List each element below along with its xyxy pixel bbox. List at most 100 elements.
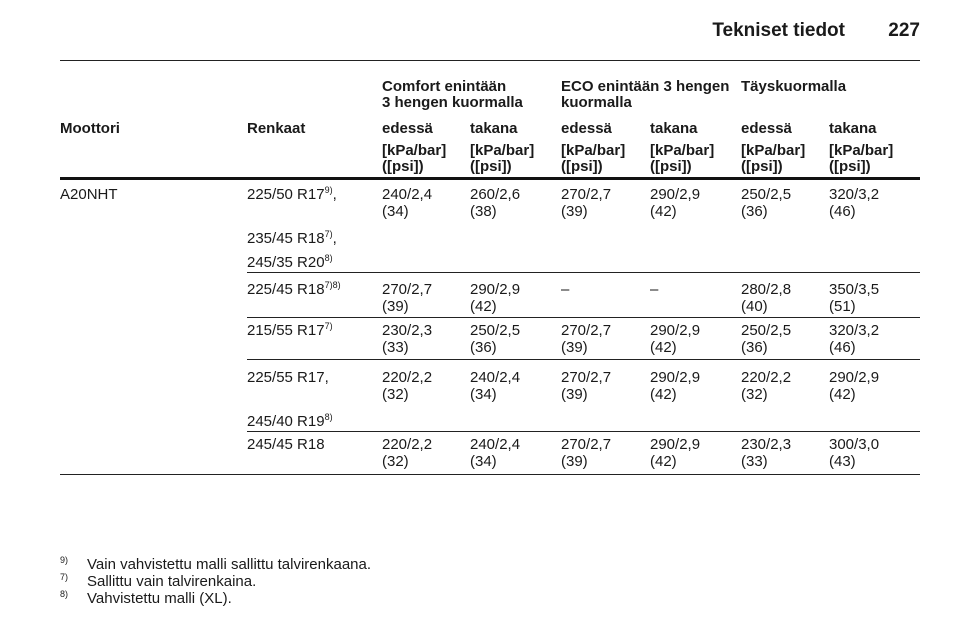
tyre-size: 215/55 R177)	[247, 321, 333, 340]
pressure-value: (36)	[741, 339, 768, 356]
pressure-value: (34)	[382, 203, 409, 220]
pressure-value: 230/2,3	[382, 322, 433, 339]
pressure-value: 290/2,9	[650, 369, 701, 386]
pressure-value: (39)	[561, 453, 588, 470]
pressure-value: (32)	[382, 453, 409, 470]
footnote-text: Vahvistettu malli (XL).	[87, 590, 232, 607]
group-header: Comfort enintään	[382, 78, 507, 95]
pressure-value: (32)	[741, 386, 768, 403]
pressure-value: (32)	[382, 386, 409, 403]
pressure-value: 280/2,8	[741, 281, 792, 298]
pressure-value: 260/2,6	[470, 186, 521, 203]
pressure-value: 240/2,4	[470, 369, 521, 386]
pressure-value: 240/2,4	[470, 436, 521, 453]
tyre-text: 235/45 R18	[247, 230, 325, 247]
rule	[60, 177, 920, 180]
pressure-value: (42)	[650, 386, 677, 403]
rule	[60, 60, 920, 61]
pressure-value: (33)	[382, 339, 409, 356]
footnote-mark: 7)	[60, 572, 69, 582]
pressure-value: 250/2,5	[741, 322, 792, 339]
pressure-value: (36)	[470, 339, 497, 356]
unit-label: [kPa/bar]	[741, 142, 806, 159]
unit-label: [kPa/bar]	[470, 142, 535, 159]
tyre-text: 225/55 R17,	[247, 369, 329, 386]
column-header: Renkaat	[247, 120, 306, 137]
page-title: Tekniset tiedot	[712, 20, 845, 41]
pressure-value: (42)	[650, 339, 677, 356]
pressure-value: (34)	[470, 453, 497, 470]
group-header: Täyskuormalla	[741, 78, 847, 95]
pressure-value: 350/3,5	[829, 281, 880, 298]
unit-label: ([psi])	[741, 158, 783, 175]
pressure-value: 320/3,2	[829, 186, 880, 203]
tyre-size: 225/50 R179),	[247, 185, 337, 204]
pressure-value: (42)	[650, 453, 677, 470]
pressure-value: 320/3,2	[829, 322, 880, 339]
tyre-size: 245/45 R18	[247, 436, 325, 453]
column-header: edessä	[561, 120, 612, 137]
pressure-value: 230/2,3	[741, 436, 792, 453]
pressure-value: 290/2,9	[650, 436, 701, 453]
pressure-value: (42)	[829, 386, 856, 403]
tyre-text: 225/50 R17	[247, 186, 325, 203]
pressure-value: 290/2,9	[650, 322, 701, 339]
footnote-ref: 7)8)	[324, 280, 341, 290]
unit-label: ([psi])	[561, 158, 603, 175]
column-header: takana	[470, 120, 518, 137]
pressure-value: –	[650, 281, 659, 298]
tyre-size: 225/55 R17,	[247, 369, 329, 386]
rule	[247, 317, 920, 318]
footnote-ref: 8)	[324, 412, 333, 422]
pressure-value: (39)	[561, 203, 588, 220]
tyre-size: 245/40 R198)	[247, 412, 333, 431]
tyre-text: 245/35 R20	[247, 254, 325, 271]
footnote-mark: 8)	[60, 589, 69, 599]
pressure-value: (36)	[741, 203, 768, 220]
engine: A20NHT	[60, 186, 118, 203]
tyre-size: 235/45 R187),	[247, 229, 337, 248]
pressure-value: 290/2,9	[650, 186, 701, 203]
tyre-sep: ,	[332, 186, 337, 203]
footnote-mark: 9)	[60, 555, 69, 565]
footnote-ref: 8)	[324, 253, 333, 263]
unit-label: ([psi])	[470, 158, 512, 175]
group-header: ECO enintään 3 hengen	[561, 78, 730, 95]
tyre-text: 215/55 R17	[247, 322, 325, 339]
pressure-value: 240/2,4	[382, 186, 433, 203]
pressure-value: 270/2,7	[561, 369, 612, 386]
rule	[247, 359, 920, 360]
column-header: takana	[829, 120, 877, 137]
tyre-size: 245/35 R208)	[247, 253, 333, 272]
tyre-size: 225/45 R187)8)	[247, 280, 341, 299]
pressure-value: 270/2,7	[561, 186, 612, 203]
pressure-value: (39)	[561, 339, 588, 356]
pressure-value: 250/2,5	[741, 186, 792, 203]
footnote-ref: 9)	[324, 185, 333, 195]
unit-label: [kPa/bar]	[829, 142, 894, 159]
pressure-value: 290/2,9	[829, 369, 880, 386]
pressure-value: (42)	[650, 203, 677, 220]
pressure-value: (51)	[829, 298, 856, 315]
column-header: edessä	[382, 120, 433, 137]
footnote-ref: 7)	[324, 229, 333, 239]
footnote-ref: 7)	[324, 321, 333, 331]
pressure-value: 270/2,7	[561, 436, 612, 453]
pressure-value: –	[561, 281, 570, 298]
tyre-text: 245/40 R19	[247, 413, 325, 430]
pressure-value: (43)	[829, 453, 856, 470]
pressure-value: (34)	[470, 386, 497, 403]
pressure-value: (39)	[382, 298, 409, 315]
pressure-value: (40)	[741, 298, 768, 315]
pressure-value: 250/2,5	[470, 322, 521, 339]
column-header: Moottori	[60, 120, 120, 137]
pressure-value: (39)	[561, 386, 588, 403]
unit-label: [kPa/bar]	[382, 142, 447, 159]
column-header: edessä	[741, 120, 792, 137]
tyre-text: 245/45 R18	[247, 436, 325, 453]
unit-label: ([psi])	[829, 158, 871, 175]
pressure-value: 290/2,9	[470, 281, 521, 298]
pressure-value: (33)	[741, 453, 768, 470]
footnote-text: Vain vahvistettu malli sallittu talviren…	[87, 556, 372, 573]
